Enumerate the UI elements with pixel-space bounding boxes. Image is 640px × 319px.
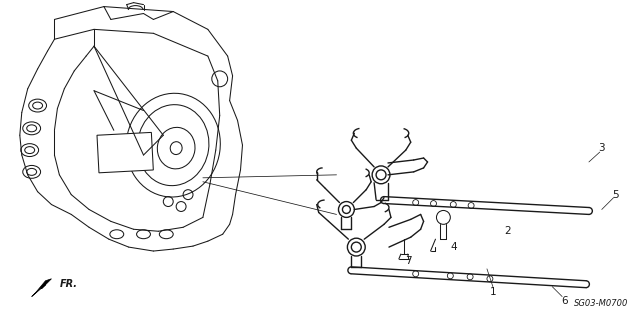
Text: SG03-M0700: SG03-M0700 (574, 299, 628, 308)
Polygon shape (31, 279, 51, 297)
Text: 6: 6 (561, 295, 568, 306)
Text: 2: 2 (504, 226, 511, 236)
Text: 4: 4 (450, 242, 456, 252)
Text: FR.: FR. (60, 279, 77, 289)
Text: 5: 5 (612, 189, 619, 200)
Text: 7: 7 (406, 256, 412, 266)
Text: 1: 1 (490, 287, 496, 297)
Bar (97, 132, 154, 173)
Text: 3: 3 (598, 143, 605, 153)
